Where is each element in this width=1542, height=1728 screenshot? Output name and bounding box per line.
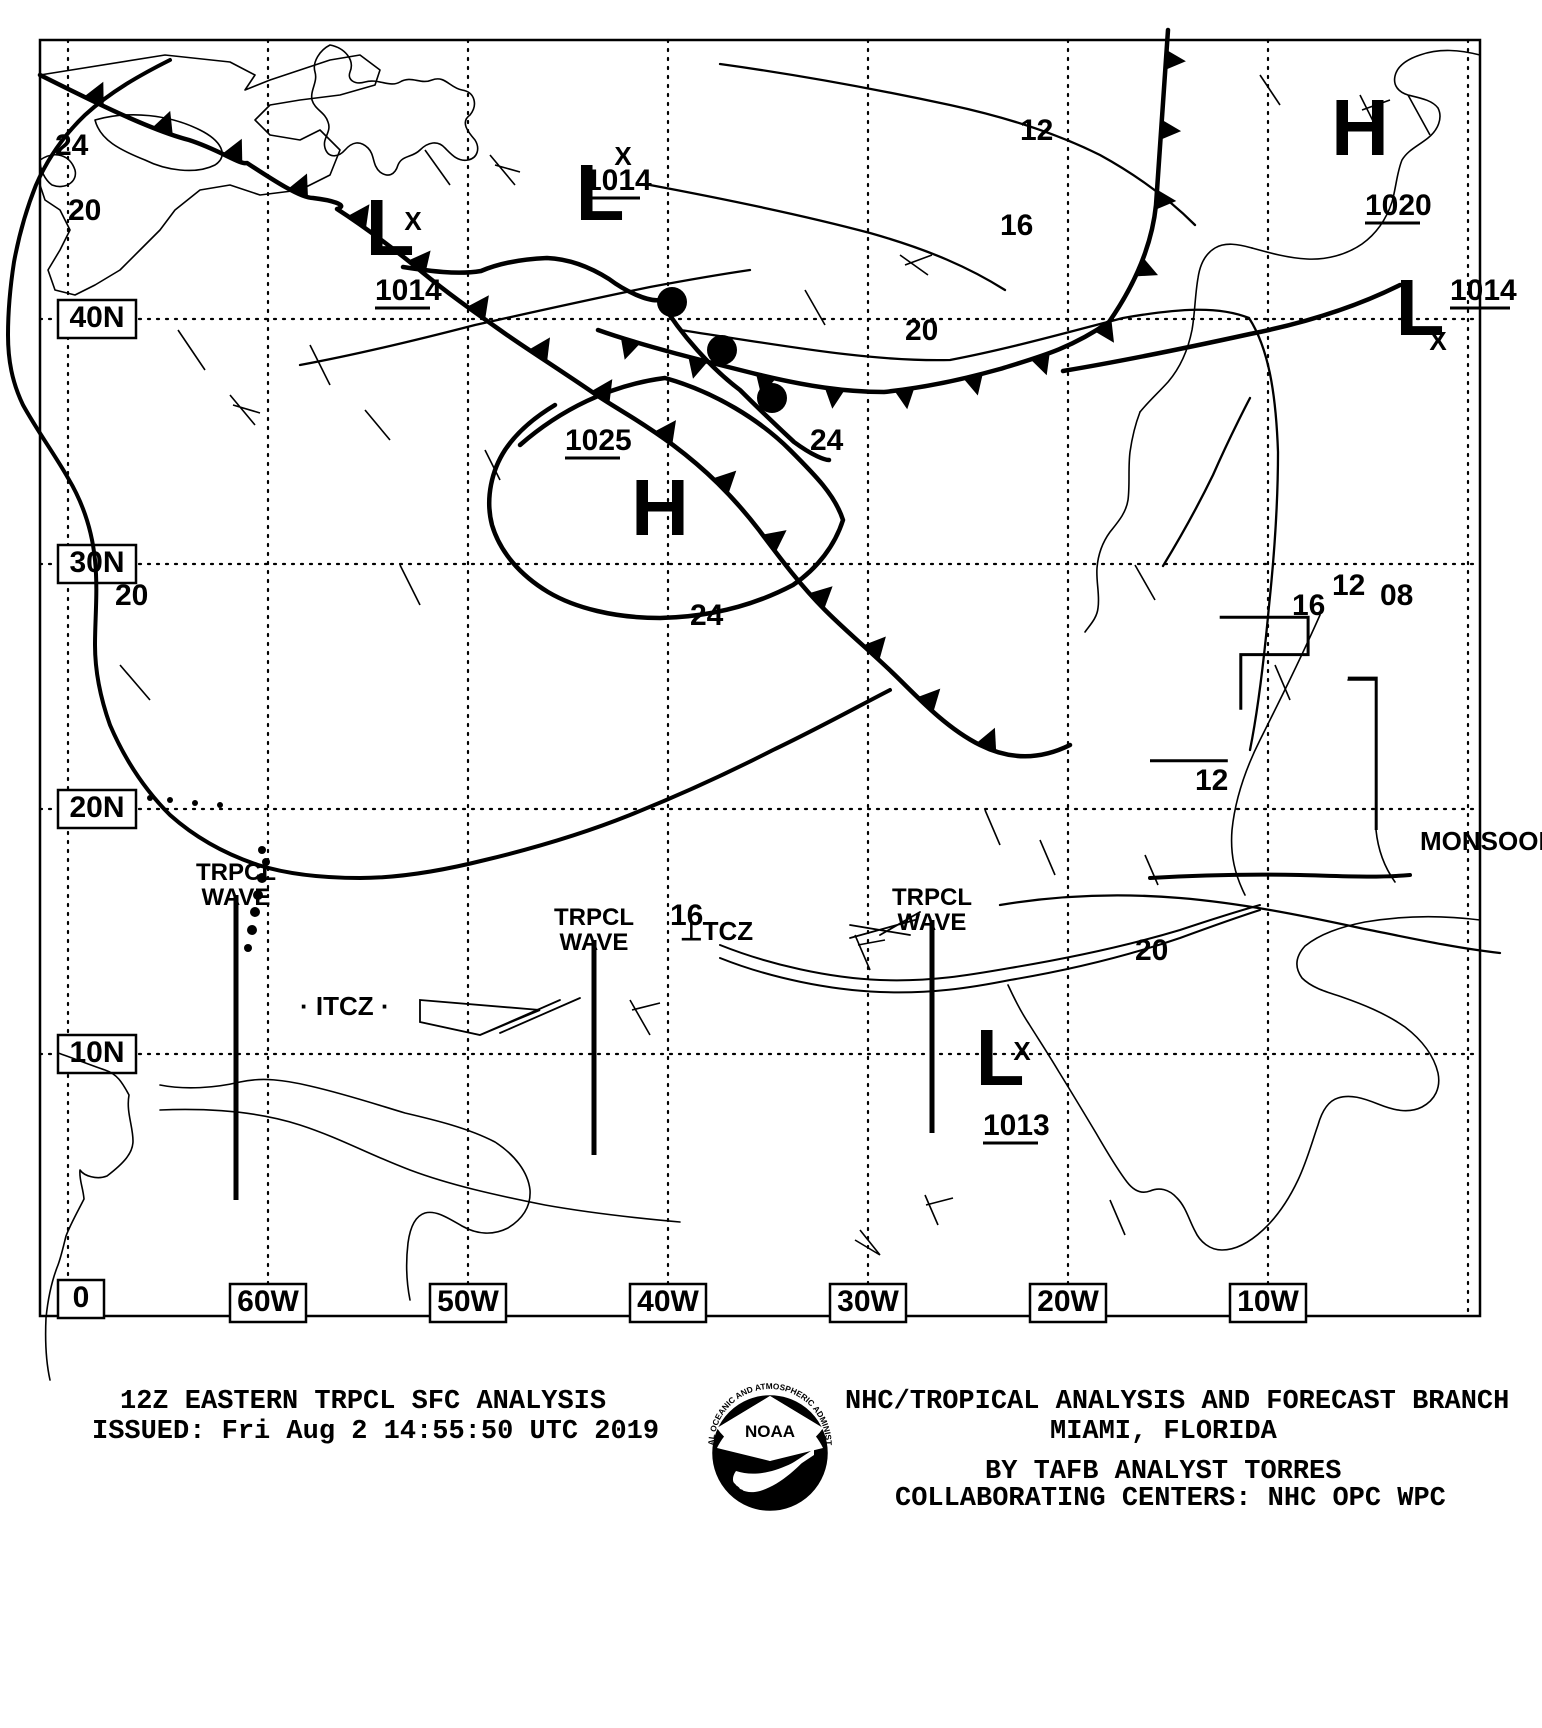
svg-text:20: 20	[905, 314, 938, 347]
svg-text:20: 20	[1135, 934, 1168, 967]
svg-text:WAVE: WAVE	[202, 884, 271, 911]
svg-text:08: 08	[1380, 579, 1413, 612]
svg-text:20: 20	[68, 194, 101, 227]
svg-text:12: 12	[1020, 114, 1053, 147]
svg-text:16: 16	[670, 899, 703, 932]
svg-text:X: X	[404, 206, 422, 236]
svg-text:20N: 20N	[69, 791, 124, 824]
svg-text:0: 0	[73, 1281, 90, 1314]
svg-text:20W: 20W	[1037, 1285, 1099, 1318]
svg-text:12Z EASTERN TRPCL SFC ANALYSIS: 12Z EASTERN TRPCL SFC ANALYSIS	[120, 1387, 606, 1417]
svg-text:1020: 1020	[1365, 189, 1432, 222]
svg-text:40W: 40W	[637, 1285, 699, 1318]
svg-text:30W: 30W	[837, 1285, 899, 1318]
svg-text:X: X	[614, 141, 632, 171]
svg-text:1013: 1013	[983, 1109, 1050, 1142]
svg-text:12: 12	[1332, 569, 1365, 602]
svg-text:16: 16	[1000, 209, 1033, 242]
svg-text:X: X	[1013, 1036, 1031, 1066]
svg-text:24: 24	[810, 424, 844, 457]
svg-text:50W: 50W	[437, 1285, 499, 1318]
svg-text:1025: 1025	[565, 424, 632, 457]
svg-text:16: 16	[1292, 589, 1325, 622]
svg-text:60W: 60W	[237, 1285, 299, 1318]
svg-text:NOAA: NOAA	[745, 1422, 795, 1441]
svg-text:20: 20	[115, 579, 148, 612]
svg-text:TRPCL: TRPCL	[554, 904, 634, 931]
svg-text:10N: 10N	[69, 1036, 124, 1069]
svg-text:ISSUED: Fri Aug 2 14:55:50 UTC: ISSUED: Fri Aug 2 14:55:50 UTC 2019	[92, 1417, 659, 1447]
svg-text:H: H	[631, 463, 689, 552]
svg-text:1014: 1014	[375, 274, 442, 307]
svg-text:COLLABORATING CENTERS: NHC OP: COLLABORATING CENTERS: NHC OPC WPC	[895, 1484, 1446, 1514]
svg-text:TRPCL: TRPCL	[196, 859, 276, 886]
svg-text:X: X	[1429, 326, 1447, 356]
svg-text:24: 24	[690, 599, 724, 632]
svg-text:MIAMI, FLORIDA: MIAMI, FLORIDA	[1050, 1417, 1278, 1447]
svg-text:MONSOON: MONSOON	[1420, 826, 1542, 856]
svg-text:NHC/TROPICAL ANALYSIS AND FORE: NHC/TROPICAL ANALYSIS AND FORECAST BRANC…	[845, 1387, 1509, 1417]
svg-text:12: 12	[1195, 764, 1228, 797]
svg-text:· ITCZ ·: · ITCZ ·	[300, 991, 390, 1021]
svg-text:1014: 1014	[1450, 274, 1517, 307]
svg-text:10W: 10W	[1237, 1285, 1299, 1318]
svg-text:BY TAFB ANALYST TORRES: BY TAFB ANALYST TORRES	[985, 1457, 1341, 1487]
svg-text:TRPCL: TRPCL	[892, 884, 972, 911]
svg-text:WAVE: WAVE	[560, 929, 629, 956]
svg-text:24: 24	[55, 129, 89, 162]
svg-text:40N: 40N	[69, 301, 124, 334]
